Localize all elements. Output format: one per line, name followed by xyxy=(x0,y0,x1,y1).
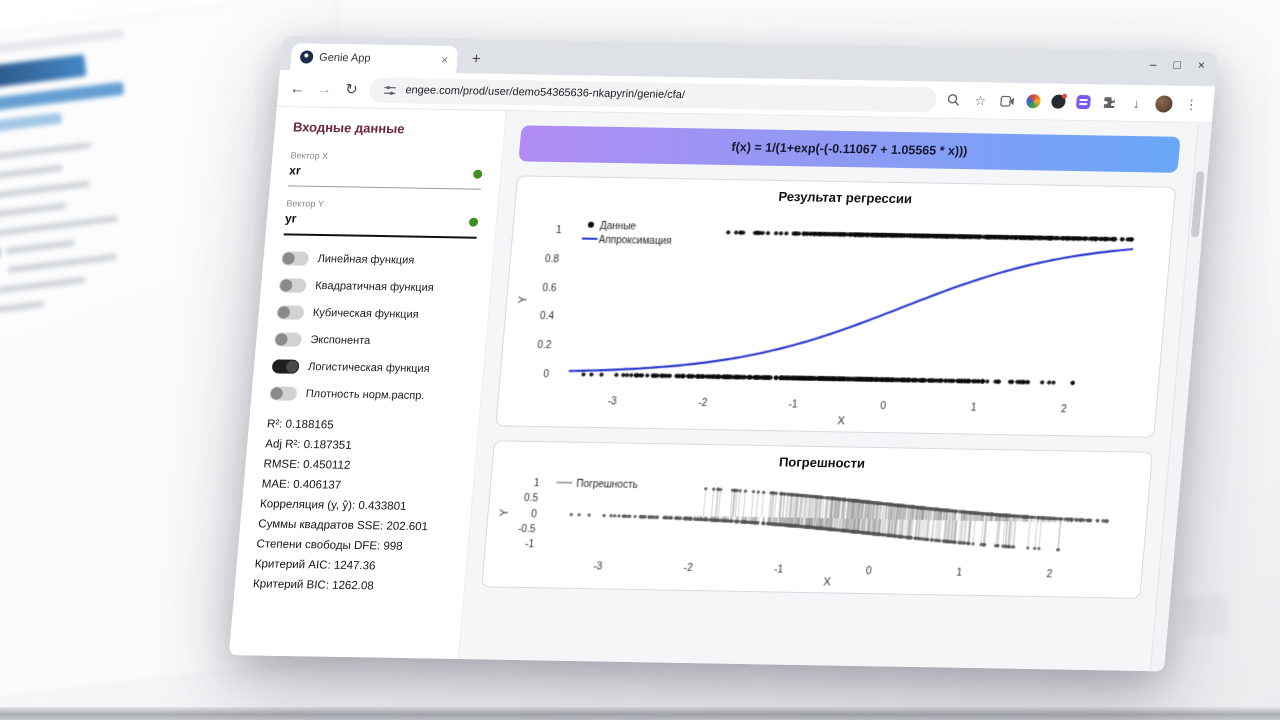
toggle-row-cubic: Кубическая функция xyxy=(276,305,470,322)
desktop-edge-strip xyxy=(0,707,1280,720)
toggle-knob xyxy=(285,360,299,373)
divider xyxy=(287,185,481,190)
stat-line: Степени свободы DFE: 998 xyxy=(256,538,404,553)
background-tree-row xyxy=(0,202,67,219)
toggle-label: Квадратичная функция xyxy=(314,279,435,295)
background-tree-row xyxy=(0,164,64,183)
vector-x-label: Вектор X xyxy=(290,150,329,161)
address-bar[interactable]: engee.com/prod/user/demo54365636-nkapyri… xyxy=(368,77,938,113)
downloads-icon[interactable]: ↓ xyxy=(1132,95,1141,111)
toggle-cubic[interactable] xyxy=(276,305,305,320)
background-tree-row xyxy=(5,239,76,255)
toggle-knob xyxy=(282,252,296,265)
toggle-row-linear: Линейная функция xyxy=(280,251,475,268)
stat-line: Критерий AIC: 1247.36 xyxy=(254,558,376,573)
window-close-button[interactable]: × xyxy=(1197,58,1206,73)
toggle-row-normal-density: Плотность норм.распр. xyxy=(269,386,463,403)
toggle-row-logistic: Логистическая функция xyxy=(271,359,466,376)
genie-favicon-icon xyxy=(299,50,314,64)
browser-menu-icon[interactable]: ⋮ xyxy=(1184,96,1199,112)
vector-x-value: xr xyxy=(288,163,302,178)
residuals-chart-card: Погрешности xyxy=(481,440,1153,599)
toggle-logistic[interactable] xyxy=(271,359,300,374)
toggle-knob xyxy=(277,306,291,319)
background-tree-row xyxy=(0,215,119,238)
toggle-quadratic[interactable] xyxy=(278,278,307,293)
vector-y-label: Вектор Y xyxy=(285,198,325,209)
extension-icon-colored[interactable] xyxy=(1025,94,1042,109)
tab-close-icon[interactable]: × xyxy=(440,52,449,67)
screen-capture-extension-icon[interactable] xyxy=(999,93,1016,109)
bookmark-star-icon[interactable]: ☆ xyxy=(973,92,987,108)
reload-button[interactable]: ↻ xyxy=(344,80,359,98)
vector-x-field[interactable]: Вектор X xr xyxy=(287,150,484,190)
extension-icon-purple[interactable] xyxy=(1075,94,1092,110)
main-panel: f(x) = 1/(1+exp(-(-0.11067 + 1.05565 * x… xyxy=(458,111,1198,672)
stat-line: Adj R²: 0.187351 xyxy=(264,438,353,452)
toggle-exponential[interactable] xyxy=(273,332,303,347)
regression-chart-card: Результат регрессии xyxy=(495,175,1177,438)
toggle-label: Плотность норм.распр. xyxy=(305,387,425,403)
github-extension-icon[interactable] xyxy=(1050,94,1067,109)
toggle-label: Логистическая функция xyxy=(307,360,431,376)
tab-title: Genie App xyxy=(318,51,372,65)
window-controls: – □ × xyxy=(1149,57,1206,73)
back-button[interactable]: ← xyxy=(289,79,306,97)
vector-x-status-dot xyxy=(472,169,483,179)
stat-line: RMSE: 0.450112 xyxy=(263,458,351,472)
toggle-row-exponential: Экспонента xyxy=(273,332,468,349)
sidebar-title: Входные данные xyxy=(292,119,406,137)
background-tree-row xyxy=(0,276,86,294)
background-shape xyxy=(1180,594,1230,638)
toggle-row-quadratic: Квадратичная функция xyxy=(278,278,473,295)
vector-y-status-dot xyxy=(468,217,479,227)
vector-y-value: yr xyxy=(284,211,298,226)
background-tree-row xyxy=(0,300,45,315)
stat-line: Суммы квадратов SSE: 202.601 xyxy=(257,518,429,534)
scrollbar-thumb[interactable] xyxy=(1190,171,1205,238)
formula-banner: f(x) = 1/(1+exp(-(-0.11067 + 1.05565 * x… xyxy=(518,125,1181,173)
stat-line: Корреляция (y, ŷ): 0.433801 xyxy=(259,498,407,513)
genie-app: Входные данные Вектор X xr Вектор Y yr xyxy=(228,107,1212,672)
toggle-label: Экспонента xyxy=(309,333,371,347)
forward-button[interactable]: → xyxy=(316,80,333,98)
window-maximize-button[interactable]: □ xyxy=(1172,57,1182,72)
toggle-label: Кубическая функция xyxy=(312,306,420,321)
formula-text: f(x) = 1/(1+exp(-(-0.11067 + 1.05565 * x… xyxy=(730,140,969,159)
background-tree-row xyxy=(0,142,92,166)
background-highlight-bar xyxy=(0,81,125,118)
stat-line: Критерий BIC: 1262.08 xyxy=(252,578,375,593)
background-highlight-bar xyxy=(0,112,63,139)
regression-chart-canvas xyxy=(505,201,1165,433)
browser-window: Genie App × + – □ × ← → ↻ engee.com/prod… xyxy=(228,36,1219,672)
background-tree-row xyxy=(0,180,91,202)
toggle-knob xyxy=(270,387,284,400)
profile-avatar[interactable] xyxy=(1154,94,1174,113)
background-tree-row xyxy=(7,253,118,274)
residuals-chart-canvas xyxy=(491,466,1142,594)
toggle-linear[interactable] xyxy=(280,251,310,266)
extensions-puzzle-icon[interactable] xyxy=(1101,94,1118,110)
site-settings-icon[interactable] xyxy=(381,82,398,98)
stat-line: R²: 0.188165 xyxy=(266,418,335,432)
new-tab-button[interactable]: + xyxy=(471,49,482,67)
toggle-knob xyxy=(279,279,293,292)
divider xyxy=(283,233,477,239)
function-toggles: Линейная функция Квадратичная функция Куби… xyxy=(269,251,475,403)
tab-genie-app[interactable]: Genie App × xyxy=(290,43,459,74)
toggle-knob xyxy=(274,333,289,346)
browser-toolbar: ← → ↻ engee.com/prod/user/demo54365636-n… xyxy=(276,70,1216,124)
toggle-label: Линейная функция xyxy=(317,252,415,267)
toggle-normal-density[interactable] xyxy=(269,386,298,401)
zoom-icon[interactable] xyxy=(945,92,962,108)
stat-line: MAE: 0.406137 xyxy=(261,478,342,492)
window-minimize-button[interactable]: – xyxy=(1149,57,1158,72)
toolbar-icons: ☆ ↓ ⋮ xyxy=(945,91,1204,113)
vector-y-field[interactable]: Вектор Y yr xyxy=(283,198,480,239)
regression-stats: R²: 0.188165 Adj R²: 0.187351 RMSE: 0.4501… xyxy=(253,418,461,593)
url-text: engee.com/prod/user/demo54365636-nkapyri… xyxy=(404,84,686,102)
